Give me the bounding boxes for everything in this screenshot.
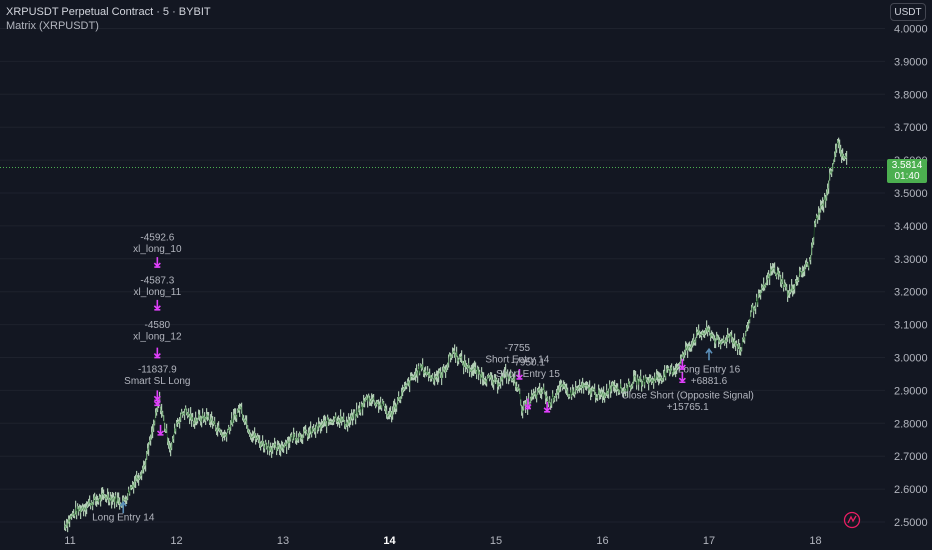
time-tick-label: 11: [64, 535, 75, 547]
entry-arrow-icon: [705, 347, 713, 361]
trade-label: -4592.6xl_long_10: [133, 233, 182, 256]
time-tick-label: 12: [170, 535, 182, 547]
chart-title: XRPUSDT Perpetual Contract · 5 · BYBIT: [6, 6, 211, 18]
trade-label: Close Short (Opposite Signal)+15765.1: [622, 391, 754, 414]
trade-label-line: Short Entry 15: [496, 369, 560, 380]
price-tick-label: 2.8000: [894, 418, 928, 430]
bar-countdown: 01:40: [894, 171, 920, 182]
currency-button[interactable]: USDT: [890, 3, 926, 21]
price-tick-label: 3.1000: [894, 320, 928, 332]
trade-label-line: xl_long_10: [133, 244, 182, 255]
current-price-value: 3.5814: [891, 160, 923, 171]
trade-label: Long Entry 16+6881.6: [678, 364, 741, 387]
trade-exit-icon: [543, 401, 551, 413]
time-tick-label: 13: [277, 535, 289, 547]
time-tick-label: 14: [383, 535, 396, 547]
chart-settings-icon[interactable]: [843, 511, 861, 529]
price-tick-label: 3.8000: [894, 89, 928, 101]
trade-label: -4587.3xl_long_11: [134, 275, 182, 298]
trade-label-line: Smart SL Long: [124, 376, 190, 387]
time-tick-label: 16: [596, 535, 608, 547]
trade-label: Long Entry 14: [92, 512, 155, 523]
trade-exit-icon: [153, 395, 161, 407]
trade-exit-icon: [678, 372, 686, 384]
trade-label-line: Long Entry 16: [678, 364, 741, 375]
trade-exit-icon: [153, 347, 161, 359]
entry-arrow-icon: [119, 500, 127, 514]
current-price-tag: 3.5814 01:40: [887, 159, 927, 183]
price-tick-label: 3.0000: [894, 353, 928, 365]
price-tick-label: 4.0000: [894, 24, 928, 36]
price-line: [64, 139, 848, 530]
price-tick-label: 2.6000: [894, 484, 928, 496]
trade-label-line: xl_long_12: [133, 331, 182, 342]
trade-label-line: -4580: [145, 320, 171, 331]
price-tick-label: 3.7000: [894, 122, 928, 134]
trade-label-line: -4587.3: [140, 275, 174, 286]
trade-label-line: Close Short (Opposite Signal): [622, 391, 754, 402]
trade-label-line: +15765.1: [667, 402, 709, 413]
time-tick-label: 17: [703, 535, 715, 547]
trade-label-line: -7755: [505, 343, 531, 354]
price-tick-label: 2.7000: [894, 451, 928, 463]
time-tick-label: 18: [809, 535, 821, 547]
trade-exit-icon: [153, 299, 161, 311]
trade-label-line: -4592.6: [140, 233, 174, 244]
trade-exit-icon: [153, 257, 161, 268]
trade-exit-icon: [156, 424, 165, 436]
trade-label-line: xl_long_11: [134, 287, 182, 298]
trade-exit-icon: [678, 359, 686, 370]
trade-label-line: -11837.9: [138, 364, 177, 375]
price-tick-label: 2.9000: [894, 385, 928, 397]
trade-label-line: -7950.1: [511, 358, 545, 369]
trade-exit-icon: [524, 398, 532, 410]
price-tick-label: 3.2000: [894, 287, 928, 299]
trade-label-line: +6881.6: [691, 376, 728, 387]
indicator-title: Matrix (XRPUSDT): [6, 20, 99, 32]
trade-label-line: Short Entry 14: [485, 354, 549, 365]
price-tick-label: 3.5000: [894, 188, 928, 200]
trade-exit-icon: [515, 368, 523, 380]
price-tick-label: 3.9000: [894, 56, 928, 68]
price-tick-label: 3.3000: [894, 254, 928, 266]
price-tick-label: 2.5000: [894, 517, 928, 529]
price-tick-label: 3.4000: [894, 221, 928, 233]
time-tick-label: 15: [490, 535, 502, 547]
trade-label-line: Long Entry 14: [92, 512, 155, 523]
